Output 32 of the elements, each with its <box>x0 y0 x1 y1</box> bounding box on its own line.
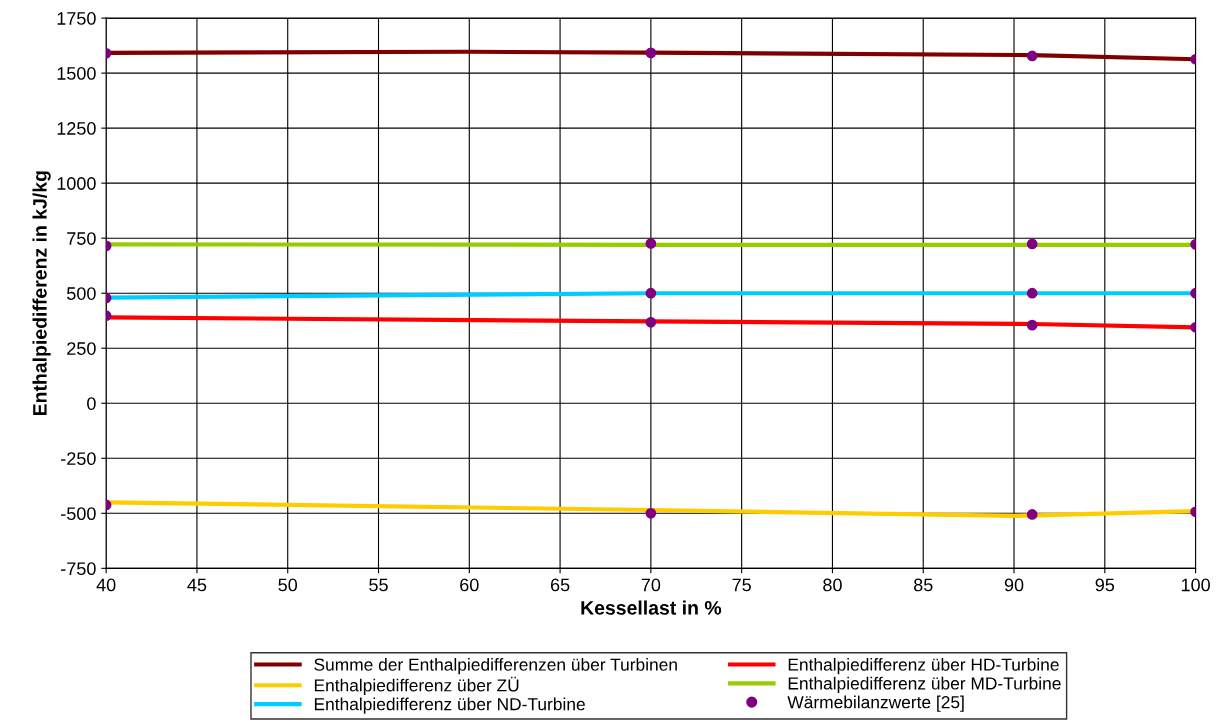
legend-label: Enthalpiedifferenz über MD-Turbine <box>788 676 1061 693</box>
x-tick-label: 70 <box>641 578 661 592</box>
legend-label: Enthalpiedifferenz über ZÜ <box>314 676 519 695</box>
y-tick-label: -750 <box>61 562 96 576</box>
x-tick-label: 65 <box>550 578 570 592</box>
y-axis-title: Enthalpiedifferenz in kJ/kg <box>32 171 51 416</box>
y-tick-label: 500 <box>67 287 96 300</box>
x-axis-title: Kessellast in % <box>581 600 722 615</box>
legend-label: Enthalpiedifferenz über HD-Turbine <box>788 658 1059 675</box>
legend-label: Enthalpiedifferenz über ND-Turbine <box>314 697 585 714</box>
x-tick-label: 40 <box>96 578 116 592</box>
y-tick-label: -500 <box>61 507 96 521</box>
x-tick-label: 85 <box>913 578 933 592</box>
y-tick-label: -250 <box>61 452 96 466</box>
x-tick-label: 100 <box>1181 578 1210 592</box>
y-tick-label: 1250 <box>57 122 96 135</box>
y-tick-label: 1000 <box>57 177 96 190</box>
x-tick-label: 80 <box>823 578 842 592</box>
y-tick-label: 750 <box>67 232 96 245</box>
x-tick-label: 50 <box>278 578 298 592</box>
y-tick-label: 0 <box>87 397 96 410</box>
x-tick-label: 45 <box>187 578 207 592</box>
y-tick-label: 1750 <box>57 12 96 25</box>
x-tick-label: 75 <box>732 578 751 592</box>
x-tick-label: 55 <box>369 578 388 592</box>
y-tick-label: 250 <box>67 342 96 355</box>
x-tick-label: 95 <box>1095 578 1115 592</box>
x-tick-label: 90 <box>1004 578 1024 592</box>
legend-label: Summe der Enthalpiedifferenzen über Turbinen <box>314 658 677 675</box>
y-tick-label: 1500 <box>57 67 96 80</box>
x-tick-label: 60 <box>460 578 479 592</box>
legend-label: Wärmebilanzwerte [25] <box>787 695 964 712</box>
